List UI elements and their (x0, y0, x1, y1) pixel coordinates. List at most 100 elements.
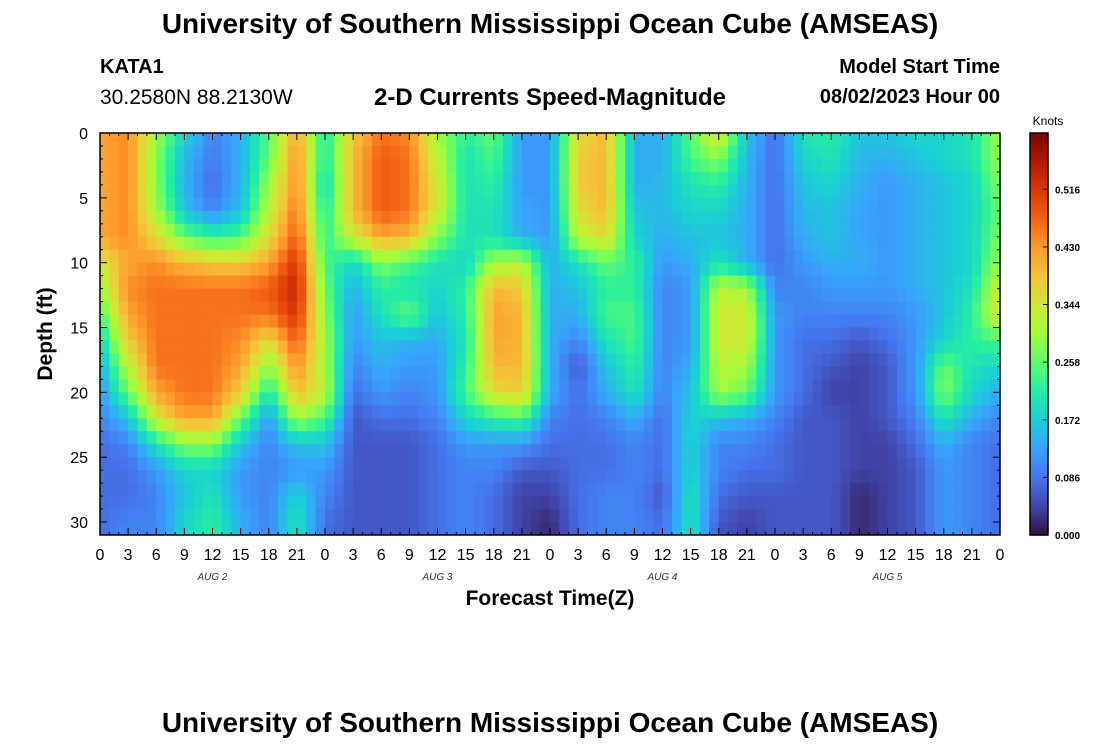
heatmap-cell (643, 223, 654, 238)
heatmap-cell (990, 418, 1000, 432)
heatmap-cell (231, 366, 242, 380)
heatmap-cell (362, 145, 373, 160)
heatmap-cell (156, 327, 167, 342)
heatmap-cell (728, 158, 739, 173)
colorbar-swatch (1030, 139, 1048, 144)
colorbar-swatch (1030, 461, 1048, 466)
heatmap-cell (578, 197, 589, 212)
heatmap-cell (128, 470, 139, 484)
heatmap-cell (100, 483, 110, 497)
heatmap-cell (100, 522, 110, 535)
heatmap-cell (296, 353, 307, 368)
heatmap-cell (793, 522, 804, 535)
heatmap-cell (625, 483, 635, 497)
heatmap-cell (596, 509, 607, 523)
heatmap-cell (925, 457, 935, 471)
heatmap-cell (784, 262, 795, 277)
heatmap-cell (587, 366, 598, 380)
y-tick-label: 5 (79, 191, 88, 208)
heatmap-cell (193, 210, 204, 225)
heatmap-cell (690, 249, 701, 264)
heatmap-cell (353, 392, 364, 406)
heatmap-cell (409, 275, 420, 290)
heatmap-cell (165, 210, 176, 225)
heatmap-cell (690, 158, 701, 173)
heatmap-cell (962, 223, 973, 238)
heatmap-cell (850, 210, 860, 225)
x-tick-label: 15 (232, 547, 250, 564)
heatmap-cell (165, 483, 176, 497)
heatmap-cell (925, 275, 935, 290)
heatmap-cell (728, 210, 739, 225)
heatmap-cell (915, 392, 926, 406)
heatmap-cell (971, 340, 982, 355)
heatmap-cell (878, 470, 889, 484)
heatmap-cell (765, 496, 776, 510)
heatmap-cell (784, 288, 795, 303)
x-tick-label: 3 (574, 547, 583, 564)
heatmap-cell (109, 314, 120, 329)
heatmap-cell (915, 184, 926, 199)
heatmap-cell (953, 522, 964, 535)
heatmap-cell (315, 197, 326, 212)
heatmap-cell (653, 314, 664, 329)
heatmap-cell (756, 418, 767, 432)
heatmap-cell (906, 392, 917, 406)
heatmap-cell (765, 314, 776, 329)
heatmap-cell (240, 236, 251, 251)
colorbar-swatch (1030, 143, 1048, 147)
heatmap-cell (512, 483, 523, 497)
heatmap-cell (493, 314, 504, 329)
heatmap-cell (165, 301, 176, 316)
heatmap-cell (137, 470, 148, 484)
heatmap-cell (962, 340, 973, 355)
heatmap-cell (737, 249, 748, 264)
heatmap-cell (737, 145, 748, 160)
heatmap-cell (118, 392, 129, 406)
heatmap-cell (446, 133, 457, 147)
heatmap-cell (400, 145, 410, 160)
heatmap-cell (456, 288, 467, 303)
heatmap-cell (165, 249, 176, 264)
heatmap-cell (953, 171, 964, 186)
heatmap-cell (746, 236, 757, 251)
heatmap-cell (259, 275, 270, 290)
heatmap-cell (643, 210, 654, 225)
heatmap-cell (146, 275, 157, 290)
heatmap-cell (793, 353, 804, 368)
heatmap-cell (718, 301, 729, 316)
heatmap-cell (381, 288, 392, 303)
heatmap-cell (981, 340, 992, 355)
heatmap-cell (625, 249, 635, 264)
heatmap-cell (334, 236, 345, 251)
heatmap-cell (962, 431, 973, 445)
heatmap-cell (821, 483, 832, 497)
heatmap-cell (887, 223, 898, 238)
heatmap-cell (484, 522, 495, 535)
heatmap-cell (493, 483, 504, 497)
heatmap-cell (643, 145, 654, 160)
heatmap-cell (990, 392, 1000, 406)
heatmap-cell (259, 366, 270, 380)
heatmap-cell (278, 522, 289, 535)
heatmap-cell (250, 210, 260, 225)
heatmap-cell (371, 262, 382, 277)
heatmap-cell (671, 210, 682, 225)
heatmap-cell (587, 288, 598, 303)
heatmap-cell (934, 509, 945, 523)
heatmap-cell (643, 249, 654, 264)
heatmap-cell (278, 327, 289, 342)
heatmap-cell (756, 288, 767, 303)
heatmap-cell (906, 444, 917, 458)
heatmap-cell (184, 171, 195, 186)
heatmap-cell (203, 133, 214, 147)
heatmap-cell (990, 262, 1000, 277)
heatmap-cell (156, 145, 167, 160)
heatmap-cell (953, 327, 964, 342)
heatmap-cell (615, 327, 626, 342)
x-tick-label: 21 (288, 547, 306, 564)
heatmap-cell (484, 249, 495, 264)
heatmap-cell (981, 470, 992, 484)
heatmap-cell (859, 444, 870, 458)
heatmap-cell (850, 379, 860, 393)
